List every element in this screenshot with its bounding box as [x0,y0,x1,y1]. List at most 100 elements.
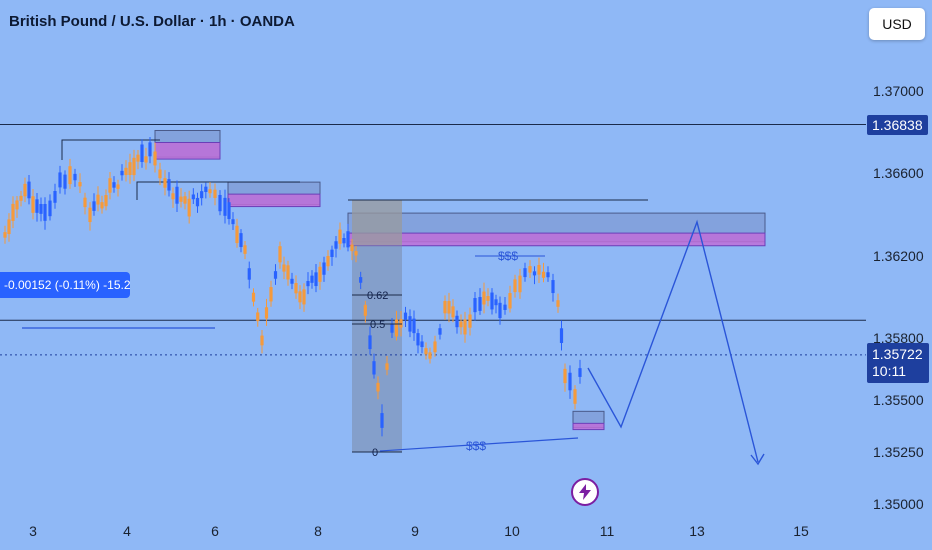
candle-body [390,323,394,333]
candle-body [563,368,567,384]
candle-body [403,312,408,320]
level-price-tag: 1.36838 [867,115,928,135]
order-block-zone [154,141,221,160]
candle-body [27,181,31,199]
currency-button[interactable]: USD [869,8,925,40]
candle-body [128,162,132,175]
y-tick-label: 1.37000 [873,83,924,99]
candle-body [243,245,247,254]
candle-body [330,249,334,257]
candle-body [372,361,376,375]
current-price-value: 1.35722 [872,346,923,362]
candle-body [112,182,116,188]
candle-body [346,231,350,248]
candle-body [144,156,148,163]
candle-body [213,189,217,198]
candle-body [231,219,235,225]
candle-body [218,194,222,212]
candle-body [92,201,96,211]
drawings-layer: 0.62 0.5 0 $$$ $$$ [352,219,765,466]
x-tick-label: 3 [29,523,37,539]
candle-body [136,154,140,162]
candle-body [31,196,35,213]
axes-layer: 1.37000 1.36600 1.36200 1.35800 1.35500 1.352… [29,83,924,539]
candle-body [227,202,231,220]
candle-body [235,225,239,244]
candle-body [532,271,537,276]
candle-body [468,314,472,328]
candle-body [48,200,52,217]
candle-body [116,184,120,189]
candle-body [39,204,43,214]
candle-body [191,194,195,200]
x-tick-label: 4 [123,523,131,539]
candle-body [318,266,322,282]
candles-layer [3,137,582,437]
candle-body [83,197,87,208]
candle-body [163,178,167,188]
candle-body [322,262,326,275]
candle-body [23,183,27,197]
candle-body [568,372,572,391]
candle-body [490,292,494,310]
candle-body [260,335,264,346]
order-block-zone [572,422,605,431]
candle-body [179,196,183,202]
candle-body [264,307,269,319]
y-tick-label: 1.35500 [873,392,924,408]
y-tick-label: 1.35000 [873,496,924,512]
candle-body [171,193,175,200]
candle-body [385,363,389,370]
candle-body [294,283,298,294]
candle-body [278,246,282,263]
candle-body [15,200,19,210]
y-tick-label: 1.36600 [873,165,924,181]
lightning-bolt-icon[interactable] [571,478,599,506]
candle-body [482,291,486,305]
candle-body [338,229,342,244]
zones-layer [154,129,766,452]
candle-body [408,316,412,332]
candle-body [528,266,532,273]
order-block-zone [227,193,321,208]
candle-body [104,195,108,207]
candle-body [433,341,437,353]
candle-body [256,312,260,322]
candle-body [158,169,162,179]
projection-path [587,219,759,463]
x-tick-label: 8 [314,523,322,539]
y-tick-label: 1.35250 [873,444,924,460]
measure-tooltip: -0.00152 (-0.11%) -15.2 [0,272,131,298]
candle-body [359,277,363,283]
chart-title: British Pound / U.S. Dollar · 1h · OANDA [9,13,295,30]
candle-body [310,275,314,283]
candle-body [556,300,560,307]
candle-body [513,279,517,293]
candle-body [132,157,136,176]
candle-body [251,292,256,302]
candle-body [463,319,467,335]
candle-body [368,335,372,350]
y-tick-label: 1.35800 [873,330,924,346]
candle-body [412,318,416,334]
candle-body [140,144,144,162]
y-tick-label: 1.36200 [873,248,924,264]
candle-body [43,204,47,221]
candle-body [537,264,541,275]
candle-body [428,352,432,359]
candle-body [204,186,208,192]
range-bracket [61,139,160,160]
fib-level-label: 0.5 [370,319,385,331]
candle-body [96,194,100,205]
horizontal-lines-layer [0,123,866,356]
candle-body [420,341,424,348]
liquidity-label: $$$ [466,439,486,453]
candle-body [578,368,582,377]
candle-body [306,280,310,287]
candle-body [195,197,200,207]
range-bracket [136,181,300,200]
candle-body [298,291,302,303]
candle-body [3,232,7,238]
candle-body [7,219,11,235]
